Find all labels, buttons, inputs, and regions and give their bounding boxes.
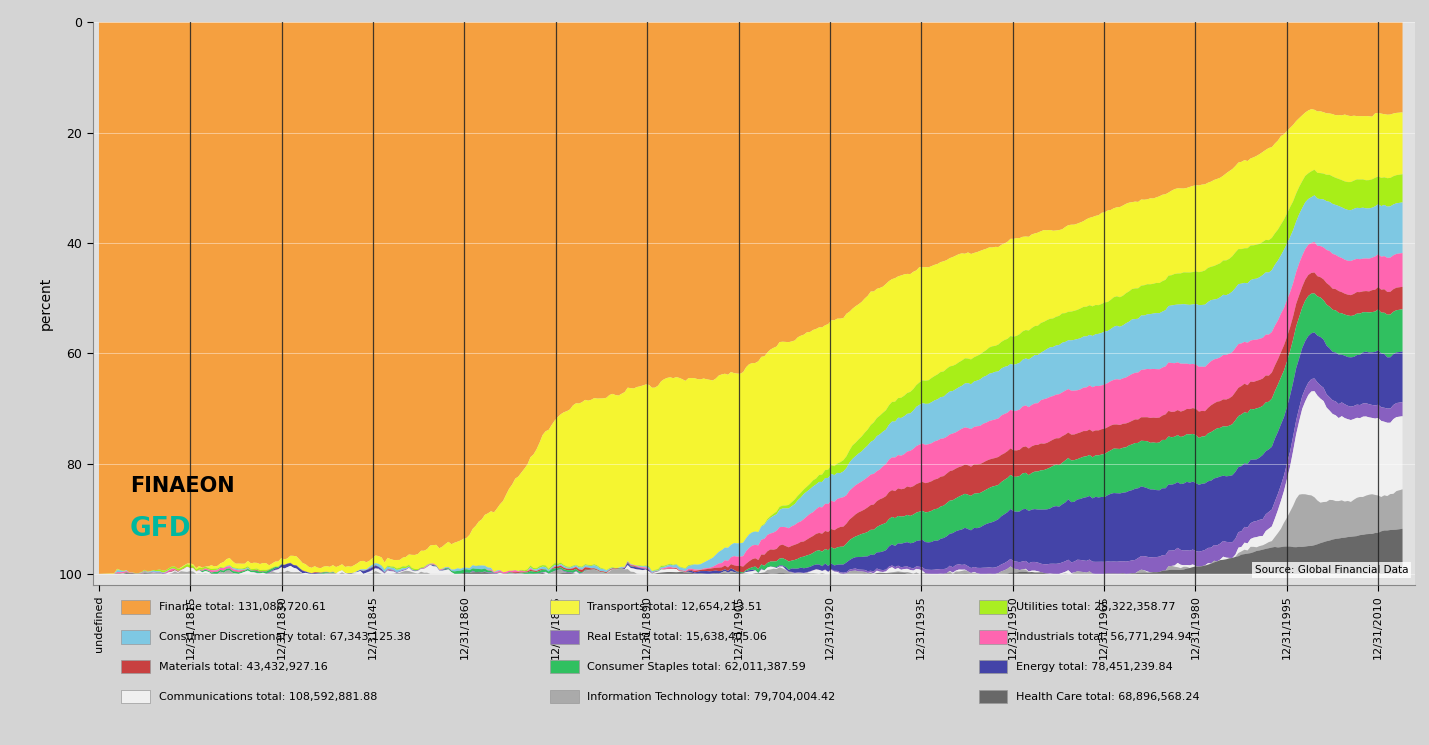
Text: FINAEON: FINAEON: [130, 476, 234, 496]
Text: Industrials total: 56,771,294.94: Industrials total: 56,771,294.94: [1016, 632, 1192, 642]
Text: GFD: GFD: [130, 516, 191, 542]
Text: Utilities total: 25,322,358.77: Utilities total: 25,322,358.77: [1016, 602, 1176, 612]
Text: Materials total: 43,432,927.16: Materials total: 43,432,927.16: [159, 662, 327, 672]
Text: Finance total: 131,080,720.61: Finance total: 131,080,720.61: [159, 602, 326, 612]
Text: Health Care total: 68,896,568.24: Health Care total: 68,896,568.24: [1016, 691, 1199, 702]
Y-axis label: percent: percent: [39, 277, 53, 330]
Text: Consumer Staples total: 62,011,387.59: Consumer Staples total: 62,011,387.59: [587, 662, 806, 672]
Text: Transports total: 12,654,213.51: Transports total: 12,654,213.51: [587, 602, 763, 612]
Text: Information Technology total: 79,704,004.42: Information Technology total: 79,704,004…: [587, 691, 836, 702]
Text: Energy total: 78,451,239.84: Energy total: 78,451,239.84: [1016, 662, 1173, 672]
Text: Communications total: 108,592,881.88: Communications total: 108,592,881.88: [159, 691, 377, 702]
Text: Real Estate total: 15,638,405.06: Real Estate total: 15,638,405.06: [587, 632, 767, 642]
Text: Consumer Discretionary total: 67,343,125.38: Consumer Discretionary total: 67,343,125…: [159, 632, 410, 642]
Text: Source: Global Financial Data: Source: Global Financial Data: [1255, 565, 1408, 574]
